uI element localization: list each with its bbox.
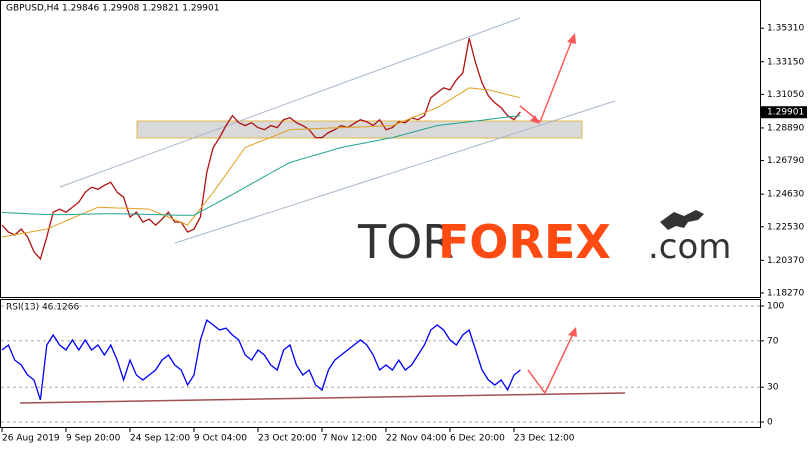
x-tick-label: 22 Nov 04:00 (386, 434, 447, 444)
y-tick-label: 100 (767, 302, 784, 312)
price-panel (0, 0, 761, 298)
arrow (527, 369, 546, 394)
series-line (1, 37, 521, 261)
y-tick-label: 1.35310 (767, 24, 804, 34)
y-tick-label: 1.31050 (767, 90, 804, 100)
y-tick-label: 1.24630 (767, 190, 804, 200)
arrow (544, 333, 574, 394)
bull-icon (660, 210, 704, 230)
x-tick-label: 23 Dec 12:00 (514, 434, 575, 444)
x-tick-label: 24 Sep 12:00 (130, 434, 190, 444)
chart-title: GBPUSD,H4 1.29846 1.29908 1.29821 1.2990… (6, 4, 219, 14)
x-tick-label: 9 Oct 04:00 (194, 434, 247, 444)
y-tick-label: 1.22530 (767, 222, 804, 232)
y-tick-label: 1.33150 (767, 57, 804, 67)
watermark-tor: TOR (357, 215, 454, 269)
x-tick-label: 9 Sep 20:00 (66, 434, 121, 444)
support-zone (136, 120, 583, 139)
x-tick-label: 7 Nov 12:00 (322, 434, 377, 444)
channel-line (174, 100, 616, 244)
arrow-head (568, 327, 577, 337)
y-tick-label: 1.18270 (767, 288, 804, 298)
x-tick-label: 23 Oct 20:00 (258, 434, 317, 444)
y-tick-label: 0 (767, 417, 773, 427)
y-tick-label: 1.26790 (767, 156, 804, 166)
watermark-com: .com (648, 227, 731, 267)
watermark-forex: FOREX (438, 215, 611, 269)
series-line (1, 319, 521, 401)
arrow-head (567, 33, 576, 44)
series-line (1, 87, 521, 238)
last-price-label: 1.29901 (767, 108, 804, 118)
x-tick-label: 26 Aug 2019 (2, 434, 60, 444)
y-tick-label: 70 (767, 336, 779, 346)
rsi-panel (0, 299, 761, 428)
rsi-title: RSI(13) 46.1266 (6, 303, 79, 313)
y-tick-label: 30 (767, 383, 779, 393)
plot: 1.35310 1.33150 1.31050 1.28890 1.26790 1.246… (1, 24, 807, 444)
channel-line (59, 17, 521, 188)
arrow-head (530, 115, 540, 124)
last-price-tag (761, 106, 807, 119)
trend-line (19, 392, 626, 404)
series-line (1, 115, 521, 216)
arrow (539, 39, 573, 123)
y-tick-label: 1.28890 (767, 123, 804, 133)
y-tick-label: 1.20370 (767, 256, 804, 266)
x-tick-label: 6 Dec 20:00 (450, 434, 505, 444)
watermark: TOR FOREX .com (357, 210, 731, 269)
forecast (19, 33, 626, 404)
